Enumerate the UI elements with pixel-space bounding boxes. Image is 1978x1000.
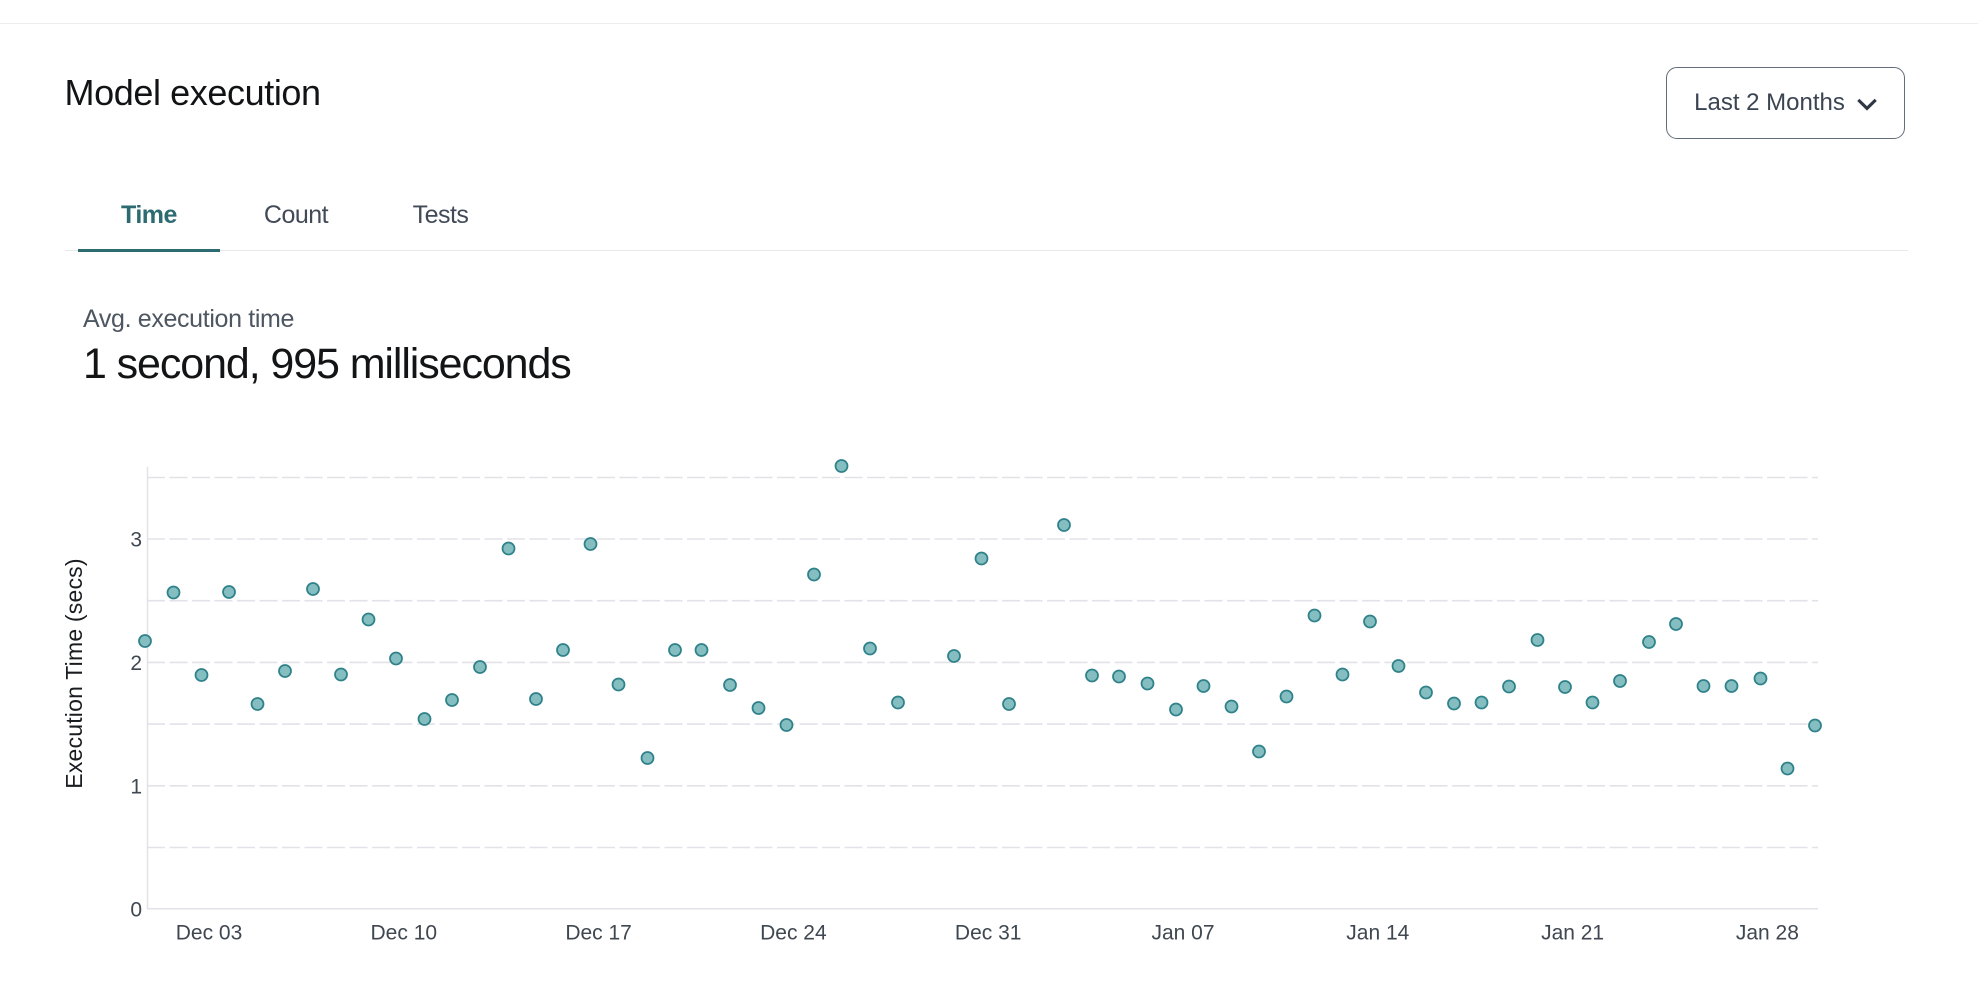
svg-text:Dec 17: Dec 17 (565, 922, 632, 945)
svg-text:Jan 14: Jan 14 (1346, 922, 1409, 945)
svg-text:Dec 03: Dec 03 (176, 922, 243, 945)
svg-text:Dec 10: Dec 10 (371, 922, 438, 945)
svg-text:0: 0 (130, 899, 142, 922)
svg-text:1: 1 (130, 775, 142, 798)
svg-text:Dec 24: Dec 24 (760, 922, 827, 945)
svg-text:Execution Time (secs): Execution Time (secs) (61, 558, 87, 788)
svg-text:Jan 21: Jan 21 (1541, 922, 1604, 945)
svg-text:2: 2 (130, 652, 142, 675)
svg-text:Jan 07: Jan 07 (1151, 922, 1214, 945)
svg-text:Dec 31: Dec 31 (955, 922, 1022, 945)
svg-text:3: 3 (130, 529, 142, 552)
svg-text:Jan 28: Jan 28 (1736, 922, 1799, 945)
